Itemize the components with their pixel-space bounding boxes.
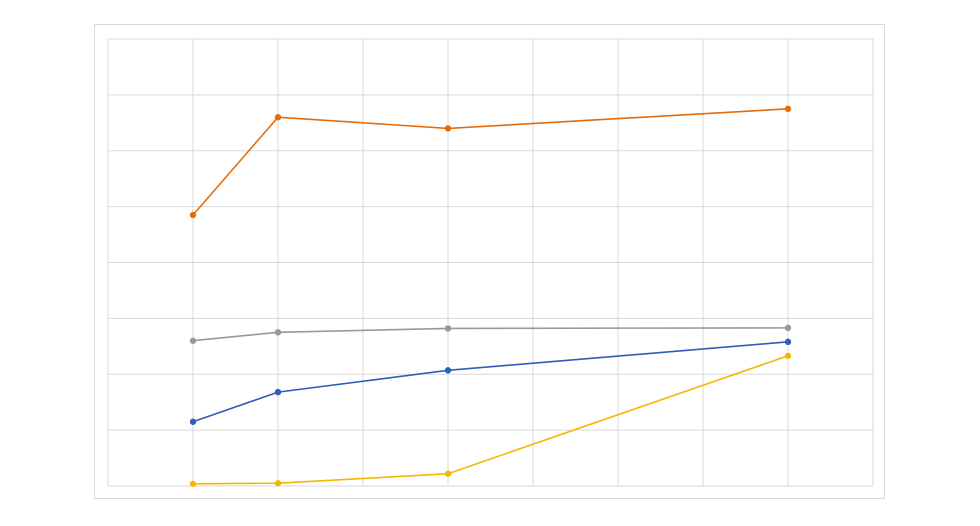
series-1	[189, 105, 792, 219]
chart-frame	[94, 24, 885, 499]
series-2	[189, 324, 792, 344]
data-point	[444, 470, 452, 477]
data-point	[189, 480, 197, 487]
data-point	[189, 211, 197, 219]
data-point	[784, 338, 792, 346]
data-point	[784, 352, 792, 360]
data-point	[274, 480, 282, 487]
data-point	[784, 105, 792, 113]
data-point	[189, 337, 197, 344]
series-lines	[189, 105, 792, 487]
series-line	[192, 355, 789, 485]
data-point	[444, 125, 452, 132]
series-4	[189, 352, 792, 487]
data-point	[274, 388, 282, 396]
data-point	[274, 114, 282, 121]
line-chart	[107, 38, 874, 487]
data-point	[274, 329, 282, 336]
gridlines	[107, 38, 874, 487]
data-point	[444, 367, 452, 374]
data-point	[784, 324, 792, 332]
data-point	[189, 418, 197, 425]
series-line	[192, 108, 789, 216]
series-3	[189, 338, 792, 425]
series-line	[192, 341, 789, 423]
data-point	[444, 325, 452, 332]
series-line	[192, 327, 789, 342]
